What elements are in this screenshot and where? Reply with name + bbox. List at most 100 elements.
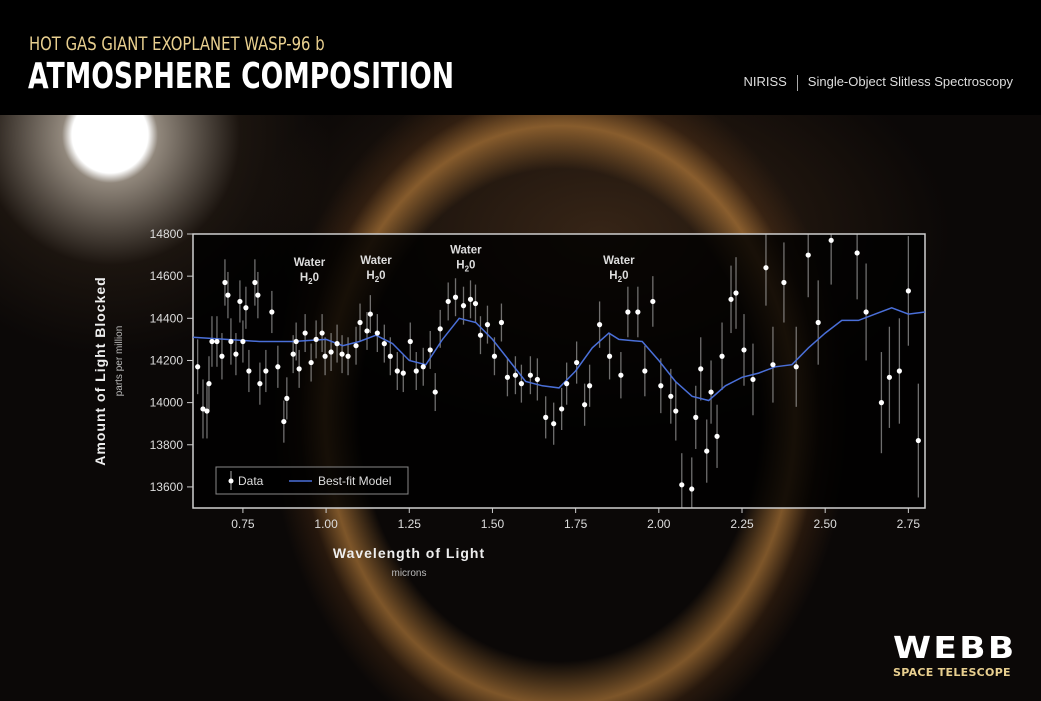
legend-model-label: Best-fit Model (318, 474, 391, 488)
data-point (606, 353, 613, 359)
data-point (793, 364, 799, 370)
data-point (367, 311, 373, 317)
water-annotation-label: Water (360, 255, 392, 267)
plot-area (192, 233, 926, 509)
data-point (228, 338, 234, 345)
y-tick-label: 14200 (150, 353, 184, 367)
data-point (460, 303, 467, 309)
header: HOT GAS GIANT EXOPLANET WASP-96 b ATMOSP… (0, 0, 1041, 115)
data-point (200, 406, 206, 412)
data-point (491, 353, 498, 359)
data-point (679, 482, 685, 488)
data-point (714, 433, 720, 439)
data-point (484, 322, 491, 328)
data-point (878, 400, 885, 406)
data-point (698, 366, 704, 372)
data-point (896, 368, 902, 374)
data-point (905, 288, 911, 294)
data-point (635, 309, 641, 315)
x-tick-label: 2.75 (897, 517, 921, 531)
data-point (313, 336, 319, 342)
data-point (195, 364, 201, 370)
water-formula: H20 (300, 272, 319, 286)
instrument-label: NIRISS Single-Object Slitless Spectroscop… (743, 74, 1013, 91)
data-point (658, 383, 664, 389)
data-point (387, 353, 393, 359)
data-point (308, 359, 314, 366)
data-point (719, 353, 725, 359)
data-point (574, 359, 580, 366)
x-tick-label: 0.75 (231, 517, 255, 531)
data-point (432, 389, 438, 395)
data-point (263, 368, 269, 374)
data-point (206, 381, 212, 387)
data-point (364, 328, 370, 334)
x-tick-label: 1.75 (564, 517, 588, 531)
data-point (233, 351, 239, 357)
data-point (252, 279, 258, 286)
y-axis-unit: parts per million (114, 326, 125, 397)
data-point (512, 372, 519, 378)
data-point (551, 421, 557, 427)
data-point (204, 408, 210, 414)
y-tick-label: 14000 (150, 396, 184, 410)
data-point (805, 252, 811, 258)
data-point (504, 374, 511, 380)
data-point (219, 353, 225, 359)
instrument-name: NIRISS (743, 74, 787, 89)
data-point (420, 364, 426, 370)
data-point (353, 343, 359, 349)
data-point (763, 265, 769, 271)
data-point (828, 237, 834, 243)
water-annotation-label: Water (450, 244, 482, 256)
data-point (394, 368, 400, 374)
x-tick-label: 2.50 (814, 517, 838, 531)
data-point (689, 486, 695, 492)
data-point (472, 300, 479, 307)
y-axis-label: Amount of Light Blocked (92, 276, 108, 465)
page-title: ATMOSPHERE COMPOSITION (28, 56, 455, 97)
data-point (477, 332, 484, 338)
data-point (693, 414, 699, 420)
data-point (886, 374, 892, 380)
data-point (246, 368, 252, 374)
data-point (339, 351, 345, 357)
best-fit-model-line (192, 306, 926, 402)
data-point (357, 319, 363, 326)
y-tick-label: 14800 (150, 227, 184, 241)
data-point (240, 338, 246, 345)
data-point (596, 322, 603, 328)
y-tick-label: 14600 (150, 269, 184, 283)
data-point (543, 414, 549, 420)
x-tick-label: 2.25 (730, 517, 754, 531)
legend-data-marker (228, 478, 234, 484)
y-tick-label: 13600 (150, 480, 184, 494)
legend-data-label: Data (238, 474, 264, 488)
data-point (534, 376, 540, 383)
water-annotation-label: Water (603, 255, 635, 267)
data-point (328, 349, 334, 355)
data-point (209, 338, 215, 345)
data-point (708, 389, 714, 395)
data-point (293, 338, 299, 345)
data-point (781, 279, 787, 286)
data-point (222, 279, 228, 286)
water-formula: H20 (366, 270, 385, 284)
x-tick-label: 1.25 (398, 517, 422, 531)
data-point (915, 437, 921, 444)
data-point (255, 292, 261, 298)
data-point (269, 309, 275, 315)
observation-mode: Single-Object Slitless Spectroscopy (807, 74, 1013, 89)
data-point (668, 393, 674, 399)
data-point (582, 402, 588, 408)
data-point (334, 341, 340, 347)
data-point (400, 370, 406, 376)
data-point (413, 368, 419, 374)
data-point (257, 381, 263, 387)
data-point (243, 305, 249, 311)
y-tick-label: 14400 (150, 311, 184, 325)
subtitle: HOT GAS GIANT EXOPLANET WASP-96 b (29, 33, 325, 55)
data-point (527, 372, 533, 378)
water-formula: H20 (456, 259, 475, 273)
divider (796, 74, 798, 91)
